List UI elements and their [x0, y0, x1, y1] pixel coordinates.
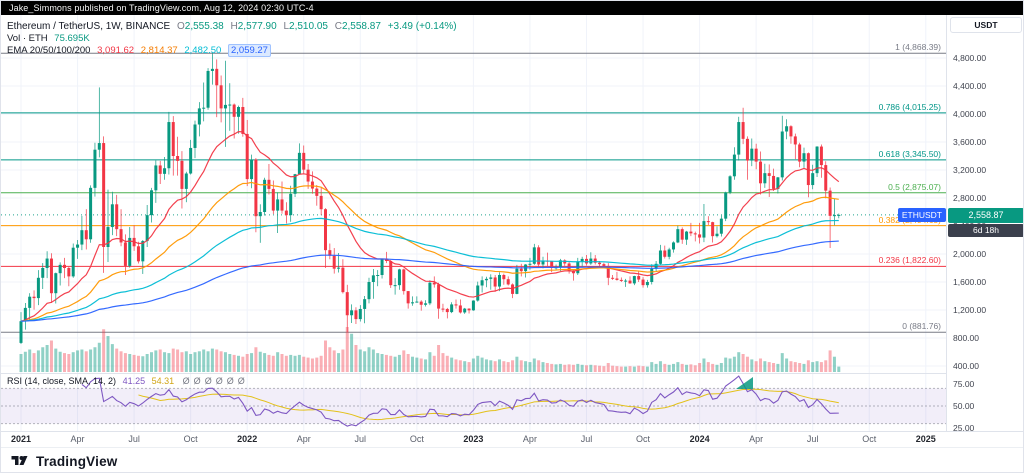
- last-price-badge: 2,558.87: [948, 207, 1023, 223]
- time-tick: Oct: [636, 434, 651, 444]
- price-axis[interactable]: USDT 2,558.87 6d 18h 4,800.00 4,400.00 4,0…: [946, 15, 1023, 433]
- high-value: 2,577.90: [237, 21, 277, 32]
- ema-legend[interactable]: EMA 20/50/100/200 3,091.62 2,814.37 2,48…: [7, 44, 457, 57]
- open-label: O: [177, 21, 185, 32]
- time-tick: 2022: [237, 434, 258, 444]
- time-tick: 2023: [463, 434, 484, 444]
- tradingview-logo-icon: [11, 454, 30, 468]
- ema-label: EMA 20/50/100/200: [7, 45, 91, 56]
- fib-level-label: 0.786 (4,015.25): [878, 101, 941, 112]
- attribution-bar: Jake_Simmons published on TradingView.co…: [1, 1, 1023, 15]
- rsi-divergence-badges: ØØØØØØ: [182, 376, 249, 386]
- ema50-value: 2,814.37: [140, 45, 178, 56]
- rsi-tick: 50.00: [953, 401, 975, 411]
- footer: TradingView: [1, 447, 1023, 472]
- ema20-value: 3,091.62: [97, 45, 135, 56]
- price-tick: 4,000.00: [953, 109, 987, 119]
- rsi-value: 41.25: [122, 376, 146, 386]
- tradingview-brand[interactable]: TradingView: [36, 453, 118, 469]
- price-tick: 2,800.00: [953, 193, 987, 203]
- price-tick: 2,000.00: [953, 249, 987, 259]
- price-tick: 800.00: [953, 333, 979, 343]
- close-value: 2,558.87: [341, 21, 381, 32]
- volume-legend[interactable]: Vol · ETH 75.695K: [7, 33, 457, 45]
- time-tick: Oct: [409, 434, 424, 444]
- price-tick: 4,400.00: [953, 81, 987, 91]
- time-tick: Oct: [862, 434, 877, 444]
- time-tick: Apr: [70, 434, 85, 444]
- time-tick: 2025: [915, 434, 936, 444]
- fib-level-label: 0.5 (2,875.07): [888, 181, 941, 192]
- price-tick: 3,600.00: [953, 137, 987, 147]
- volume-value: 75.695K: [54, 33, 90, 44]
- time-tick: 2024: [689, 434, 710, 444]
- time-tick: Oct: [183, 434, 198, 444]
- price-chart-svg: [1, 15, 946, 431]
- ema100-value: 2,482.50: [184, 45, 222, 56]
- currency-toggle-button[interactable]: USDT: [950, 17, 1022, 33]
- chart-main: Ethereum / TetherUS, 1W, BINANCE O2,555.…: [1, 15, 1023, 433]
- symbol-price-label: ETHUSDT: [897, 207, 946, 222]
- rsi-label: RSI (14, close, SMA, 14, 2): [7, 376, 117, 386]
- chart-canvas[interactable]: Ethereum / TetherUS, 1W, BINANCE O2,555.…: [1, 15, 946, 431]
- time-tick: Jul: [128, 434, 140, 444]
- bar-countdown-badge: 6d 18h: [948, 223, 1023, 237]
- change-value: +3.49 (+0.14%): [387, 21, 457, 32]
- rsi-tick: 75.00: [953, 379, 975, 389]
- rsi-legend[interactable]: RSI (14, close, SMA, 14, 2) 41.25 54.31 …: [7, 376, 249, 386]
- high-label: H: [230, 21, 238, 32]
- close-label: C: [334, 21, 342, 32]
- volume-label: Vol · ETH: [7, 33, 48, 44]
- low-value: 2,510.05: [289, 21, 328, 32]
- time-tick: Jul: [580, 434, 593, 444]
- time-tick: Jul: [806, 434, 819, 444]
- time-tick: 2021: [10, 434, 32, 444]
- fib-level-label: 0.236 (1,822.60): [878, 255, 941, 266]
- fib-level-label: 1 (4,868.39): [895, 42, 941, 53]
- price-tick: 1,200.00: [953, 305, 987, 315]
- time-tick: Jul: [354, 434, 367, 444]
- symbol-title: Ethereum / TetherUS, 1W, BINANCE: [7, 21, 171, 32]
- attribution-text: Jake_Simmons published on TradingView.co…: [9, 3, 314, 13]
- time-axis[interactable]: 2021 Apr Jul Oct 2022 Apr Jul Oct 2023 Apr Jul Oct 2…: [1, 431, 1023, 447]
- main-series-legend[interactable]: Ethereum / TetherUS, 1W, BINANCE O2,555.…: [7, 21, 457, 33]
- fib-level-label: 0.618 (3,345.50): [878, 148, 941, 159]
- low-label: L: [283, 21, 290, 32]
- fib-level-label: 0 (881.76): [902, 321, 941, 332]
- time-tick: Apr: [296, 434, 311, 444]
- rsi-tick: 25.00: [953, 423, 975, 433]
- time-tick: Apr: [749, 434, 764, 444]
- price-tick: 400.00: [953, 361, 979, 371]
- price-tick: 1,600.00: [953, 277, 987, 287]
- price-tick: 4,800.00: [953, 53, 987, 63]
- rsi-sma-value: 54.31: [151, 376, 175, 386]
- time-tick: Apr: [522, 434, 537, 444]
- chart-legend: Ethereum / TetherUS, 1W, BINANCE O2,555.…: [7, 21, 457, 57]
- ema200-value: 2,059.27: [227, 44, 271, 57]
- price-tick: 3,200.00: [953, 165, 987, 175]
- open-value: 2,555.38: [184, 21, 224, 32]
